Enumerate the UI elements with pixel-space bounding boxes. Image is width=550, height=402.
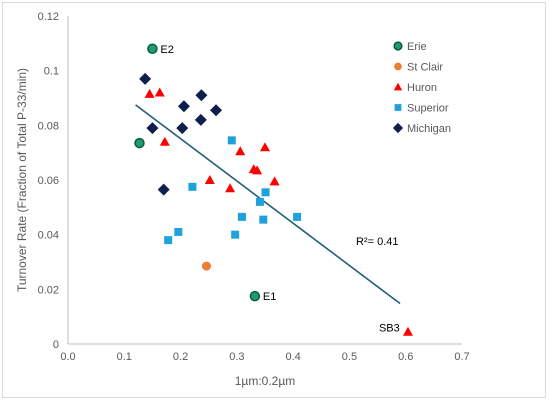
- huron-point: [402, 326, 413, 336]
- legend-marker-superior: [394, 104, 402, 111]
- legend-label-superior: Superior: [407, 103, 449, 115]
- superior-point: [261, 188, 270, 197]
- superior-point: [227, 136, 236, 145]
- point-label-e1: E1: [263, 291, 276, 303]
- legend-marker-michigan: [392, 122, 404, 134]
- y-tick-label: 0.1: [44, 66, 59, 78]
- legend-marker-st-clair: [394, 62, 402, 71]
- r-squared-label: R²= 0.41: [356, 236, 399, 248]
- x-tick-label: 0.3: [229, 351, 244, 363]
- x-tick-label: 0.2: [173, 351, 188, 363]
- chart-frame: [2, 2, 546, 398]
- superior-point: [174, 227, 183, 236]
- michigan-point: [146, 122, 159, 135]
- y-tick-label: 0.04: [38, 230, 59, 242]
- y-tick-label: 0.12: [38, 11, 59, 23]
- michigan-point: [210, 104, 223, 117]
- legend: Erie St Clair Huron Superior Michigan: [392, 41, 451, 135]
- huron-point: [252, 165, 263, 175]
- x-tick-label: 0.6: [398, 351, 413, 363]
- huron-point: [204, 175, 215, 184]
- michigan-point: [176, 122, 189, 135]
- trendline-group: R²= 0.41: [135, 104, 401, 305]
- st-clair-point: [201, 261, 211, 271]
- huron-point: [225, 183, 236, 193]
- michigan-point: [177, 100, 190, 113]
- superior-point: [255, 197, 264, 206]
- superior-point: [237, 212, 246, 221]
- huron-point: [159, 136, 170, 146]
- y-tick-label: 0: [53, 339, 59, 351]
- legend-label-erie: Erie: [407, 41, 427, 53]
- x-axis-label: 1µm:0.2µm: [235, 374, 296, 388]
- x-tick-label: 0.5: [342, 351, 357, 363]
- huron-point: [260, 142, 270, 152]
- legend-marker-erie: [393, 41, 403, 51]
- y-tick-label: 0.06: [38, 175, 59, 187]
- point-label-e2: E2: [160, 44, 173, 56]
- superior-point: [231, 230, 240, 239]
- y-tick-label: 0.08: [38, 120, 59, 132]
- x-tick-label: 0.4: [285, 351, 300, 363]
- michigan-point: [139, 72, 152, 85]
- annotations: E2 E1 SB3: [160, 44, 399, 335]
- x-tick-label: 0.7: [454, 351, 469, 363]
- michigan-point: [157, 183, 170, 196]
- axes: 0.0 0.1 0.2 0.3 0.4 0.5 0.6 0.7 0 0.02 0.04 0.06 0.0…: [38, 11, 470, 363]
- data-points: [134, 43, 413, 336]
- legend-label-st-clair: St Clair: [407, 62, 443, 74]
- erie-point: [147, 43, 158, 55]
- huron-point: [235, 146, 246, 156]
- huron-point: [154, 87, 165, 97]
- legend-label-huron: Huron: [407, 82, 437, 94]
- erie-point: [134, 137, 145, 149]
- superior-point: [164, 236, 173, 245]
- legend-label-michigan: Michigan: [407, 123, 451, 135]
- michigan-point: [195, 89, 208, 102]
- superior-point: [293, 212, 302, 221]
- x-tick-label: 0.1: [117, 351, 132, 363]
- huron-point: [269, 176, 280, 186]
- trendline: [135, 104, 401, 305]
- erie-point: [249, 290, 261, 302]
- huron-point: [144, 88, 155, 98]
- y-axis-label: Turnover Rate (Fraction of Total P-33/mi…: [15, 68, 29, 292]
- point-label-sb3: SB3: [379, 323, 400, 335]
- superior-point: [188, 182, 197, 191]
- y-tick-label: 0.02: [38, 284, 59, 296]
- superior-point: [259, 215, 268, 224]
- michigan-point: [194, 113, 207, 126]
- legend-marker-huron: [393, 82, 403, 91]
- x-tick-label: 0.0: [60, 351, 75, 363]
